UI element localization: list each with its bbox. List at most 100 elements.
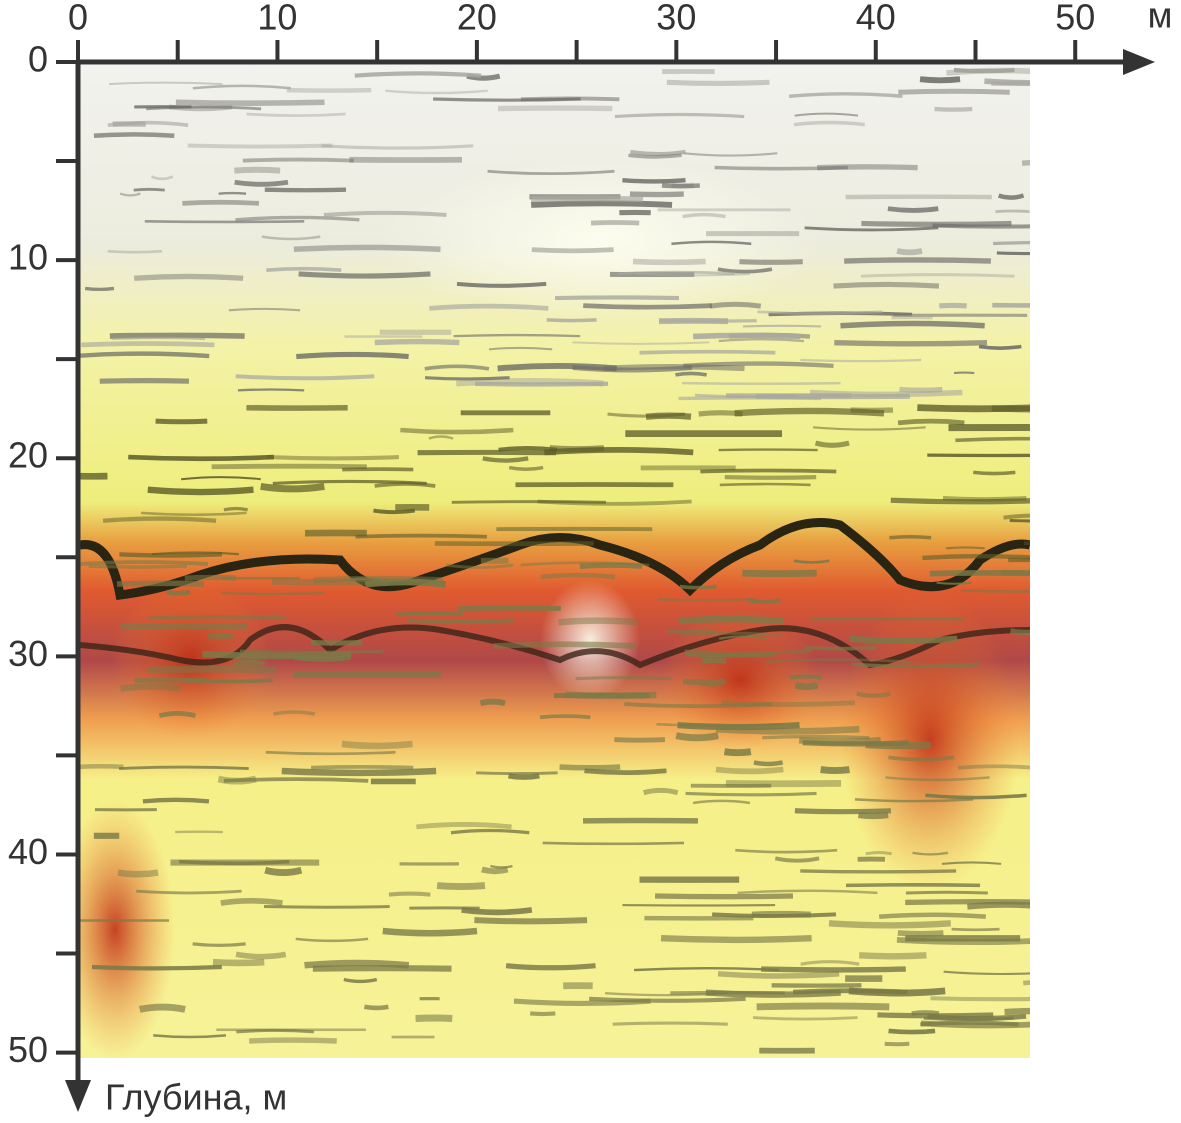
stratum — [1003, 513, 1030, 520]
stratum — [363, 1004, 389, 1011]
stratum — [542, 841, 685, 846]
stratum — [930, 996, 1030, 1002]
stratum — [715, 766, 784, 775]
stratum — [925, 793, 1027, 800]
stratum — [884, 1041, 910, 1047]
stratum — [182, 199, 260, 206]
stratum — [800, 358, 922, 363]
stratum — [682, 152, 778, 157]
stratum — [757, 310, 883, 315]
stratum — [236, 1028, 315, 1034]
stratum — [237, 388, 305, 392]
stratum — [142, 797, 210, 804]
stratum — [632, 258, 706, 266]
x-tick-label: 10 — [257, 0, 297, 38]
stratum — [572, 365, 693, 373]
stratum — [505, 963, 596, 971]
stratum — [905, 890, 988, 895]
stratum — [223, 506, 249, 512]
stratum — [682, 212, 726, 219]
stratum — [141, 511, 247, 516]
stratum — [416, 822, 512, 830]
stratum — [261, 235, 321, 241]
stratum — [558, 617, 638, 626]
stratum — [385, 89, 488, 95]
stratum — [93, 132, 175, 139]
stratum — [218, 191, 247, 195]
stratum — [239, 649, 384, 654]
stratum — [311, 765, 414, 770]
stratum — [936, 581, 972, 585]
stratum — [678, 615, 784, 625]
stratum — [861, 220, 1012, 227]
stratum — [719, 482, 811, 487]
stratum — [81, 341, 215, 348]
stratum — [715, 725, 860, 735]
stratum — [456, 281, 547, 288]
stratum — [508, 773, 540, 780]
stratum — [487, 169, 615, 176]
stratum — [102, 516, 217, 523]
stratum — [1009, 519, 1030, 523]
stratum — [896, 248, 923, 256]
stratum — [927, 1013, 1027, 1021]
stratum — [889, 535, 932, 540]
stratum — [120, 623, 249, 630]
stratum — [461, 907, 533, 916]
reflector — [80, 518, 1030, 600]
stratum — [630, 149, 686, 156]
stratum — [844, 257, 991, 264]
stratum — [978, 344, 1022, 350]
stratum — [967, 901, 1030, 910]
stratum — [249, 1037, 337, 1044]
stratum — [717, 971, 840, 979]
stratum — [814, 440, 850, 448]
stratum — [479, 698, 506, 707]
stratum — [212, 958, 265, 967]
stratum — [642, 787, 679, 796]
stratum — [701, 657, 727, 664]
stratum — [666, 79, 770, 87]
stratum — [493, 641, 636, 649]
stratum — [233, 659, 266, 667]
stratum — [675, 732, 719, 742]
stratum — [583, 303, 713, 310]
stratum — [293, 244, 441, 252]
stratum — [717, 267, 773, 274]
stratum — [343, 977, 378, 984]
stratum — [139, 1003, 186, 1013]
stratum — [718, 337, 805, 343]
stratum — [929, 570, 1030, 577]
stratum — [530, 195, 644, 203]
stratum — [860, 273, 1015, 278]
radar-image — [80, 65, 1030, 1058]
stratum — [508, 465, 544, 471]
stratum — [957, 764, 1030, 770]
stratum — [260, 482, 325, 493]
stratum — [590, 220, 640, 226]
stratum — [629, 191, 684, 198]
stratum — [607, 412, 686, 418]
stratum — [764, 658, 911, 664]
stratum — [235, 215, 360, 222]
stratum — [474, 917, 588, 925]
stratum — [192, 942, 246, 947]
stratum — [656, 723, 783, 727]
stratum — [941, 861, 1002, 865]
stratum — [834, 340, 988, 347]
stratum — [685, 791, 817, 797]
stratum — [955, 436, 1030, 443]
stratum — [281, 767, 437, 777]
stratum — [617, 270, 735, 276]
stratum — [756, 1002, 890, 1011]
stratum — [374, 338, 460, 346]
stratum — [192, 84, 292, 90]
x-tick-label: 30 — [656, 0, 696, 38]
stratum — [272, 479, 427, 486]
stratum — [993, 240, 1030, 246]
stratum — [91, 964, 222, 971]
y-tick-label: 20 — [8, 435, 48, 476]
stratum — [310, 639, 363, 646]
stratum — [661, 183, 700, 189]
stratum — [175, 99, 325, 106]
